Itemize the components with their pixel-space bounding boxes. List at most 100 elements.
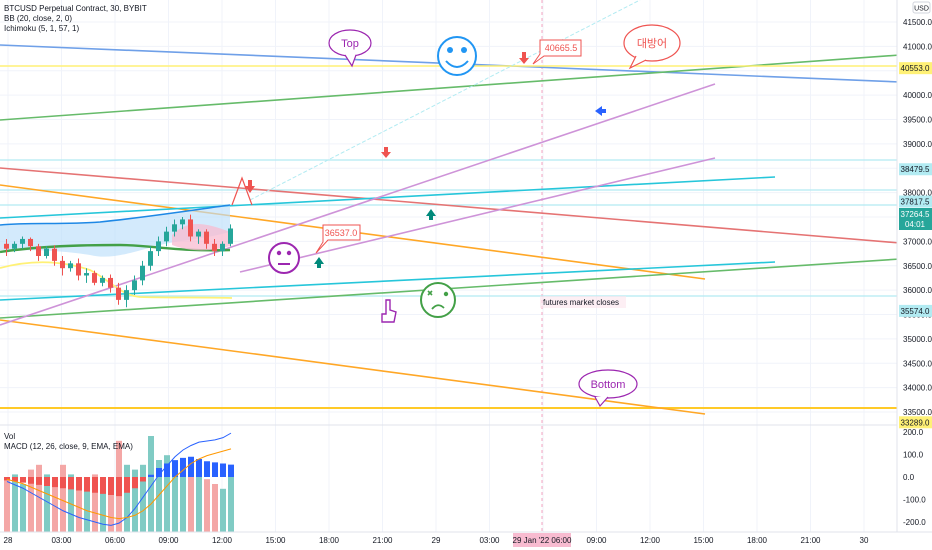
volume-bar <box>164 455 170 532</box>
macd-hist-bar <box>12 477 18 482</box>
price-tag-low[interactable]: 36537.0 <box>315 224 361 254</box>
price-level-tag <box>899 304 932 317</box>
volume-bar <box>156 460 162 532</box>
trendlines[interactable] <box>0 0 932 415</box>
candle-body <box>44 248 49 256</box>
macd-hist-bar <box>116 477 122 497</box>
price-level-label: 33289.0 <box>901 418 930 427</box>
time-tick-label: 12:00 <box>640 536 661 545</box>
candle-body <box>228 228 233 244</box>
time-axis[interactable]: 28 03:00 06:00 09:00 12:00 15:00 18:00 21:00 29 0… <box>4 536 869 545</box>
macd-line <box>6 432 232 526</box>
macd-hist-bar <box>132 477 138 489</box>
bb-fill <box>0 205 230 257</box>
volume-bar <box>140 464 146 532</box>
candle-body <box>204 231 209 244</box>
time-tick-label: 03:00 <box>51 536 72 545</box>
macd-hist-bar <box>124 477 130 493</box>
price-tick-label: 36500.0 <box>903 262 932 271</box>
macd-histogram <box>4 456 234 497</box>
macd-hist-bar <box>60 477 66 489</box>
time-highlight-label: 29 Jan '22 06:00 <box>513 536 572 545</box>
korean-callout-text: 대방어 <box>637 37 667 50</box>
candle-body <box>212 243 217 252</box>
korean-callout-pointer <box>628 55 647 70</box>
price-tick-label: 38000.0 <box>903 189 932 198</box>
volume-bar <box>60 464 66 532</box>
price-tag-low-box <box>315 224 361 254</box>
price-level-tag <box>899 195 932 208</box>
macd-hist-bar <box>228 464 234 477</box>
last-price-value: 37264.5 <box>901 210 930 219</box>
down-arrow-icon <box>245 52 529 193</box>
purple-trendline-lower[interactable] <box>239 157 716 273</box>
candle-body <box>84 273 89 276</box>
pointing-hand-icon <box>381 299 397 323</box>
last-price-countdown: 04:01 <box>905 220 926 229</box>
orange-trendline-lower[interactable] <box>0 319 706 415</box>
candle-body <box>132 280 137 291</box>
cyan-trendline-upper[interactable] <box>0 176 776 219</box>
up-arrow-icon <box>314 209 436 268</box>
bottom-callout-bubble <box>578 369 638 399</box>
macd-axis[interactable]: 200.0 100.0 0.0 -100.0 -200.0 <box>903 428 926 527</box>
legend-header: BTCUSD Perpetual Contract, 30, BYBIT BB … <box>4 4 147 34</box>
price-tag-high[interactable]: 40665.5 <box>532 39 582 65</box>
candle-body <box>108 277 113 288</box>
vol-label[interactable]: Vol <box>4 432 16 441</box>
macd-hist-bar <box>164 463 170 477</box>
macd-hist-bar <box>148 474 154 477</box>
candle-body <box>52 248 57 261</box>
macd-hist-bar <box>212 462 218 477</box>
price-tick-label: 36000.0 <box>903 286 932 295</box>
annotation-top[interactable]: Top <box>328 29 372 68</box>
purple-trendline-upper[interactable] <box>0 83 716 326</box>
macd-hist-bar <box>204 461 210 477</box>
volume-bar <box>124 464 130 532</box>
volume-bar <box>44 474 50 532</box>
indicator-ichimoku[interactable]: Ichimoku (5, 1, 57, 1) <box>4 24 80 33</box>
macd-hist-bar <box>188 456 194 477</box>
red-trendline[interactable] <box>0 167 901 244</box>
candle-body <box>20 238 25 244</box>
candlesticks <box>4 214 233 308</box>
light-cyan-ray[interactable] <box>249 0 641 201</box>
currency-badge[interactable] <box>912 1 931 14</box>
price-tag-high-text: 40665.5 <box>545 43 578 53</box>
time-tick-label: 03:00 <box>479 536 500 545</box>
time-axis-bg <box>0 532 932 550</box>
annotation-bottom[interactable]: Bottom <box>578 369 638 408</box>
candle-body <box>4 243 9 249</box>
volume-bar <box>148 436 154 532</box>
annotation-korean[interactable]: 대방어 <box>623 24 681 70</box>
futures-note[interactable]: futures market closes <box>540 296 626 308</box>
indicator-bb[interactable]: BB (20, close, 2, 0) <box>4 14 73 23</box>
macd-signal-line <box>6 448 232 520</box>
macd-hist-bar <box>156 468 162 477</box>
candle-body <box>76 263 81 276</box>
price-tick-label: 41500.0 <box>903 18 932 27</box>
macd-label[interactable]: MACD (12, 26, close, 9, EMA, EMA) <box>4 442 133 451</box>
time-tick-label: 18:00 <box>319 536 340 545</box>
time-tick-label: 15:00 <box>265 536 286 545</box>
time-tick-label: 09:00 <box>586 536 607 545</box>
bottom-callout-text: Bottom <box>591 379 626 391</box>
macd-tick-label: -200.0 <box>903 518 926 527</box>
volume-bar <box>108 488 114 532</box>
candle-body <box>60 260 65 269</box>
price-level-label: 38479.5 <box>901 165 930 174</box>
volume-bar <box>4 479 10 532</box>
volume-bar <box>76 484 82 532</box>
price-tag-low-text: 36537.0 <box>325 228 358 238</box>
candle-body <box>180 219 185 225</box>
candle-body <box>196 231 201 237</box>
time-tick-label: 21:00 <box>800 536 821 545</box>
price-tag-high-box <box>532 39 582 65</box>
macd-hist-bar <box>36 477 42 485</box>
macd-hist-bar <box>220 463 226 477</box>
volume-bar <box>12 474 18 532</box>
price-tick-label: 33500.0 <box>903 408 932 417</box>
price-level-tag <box>899 62 932 75</box>
